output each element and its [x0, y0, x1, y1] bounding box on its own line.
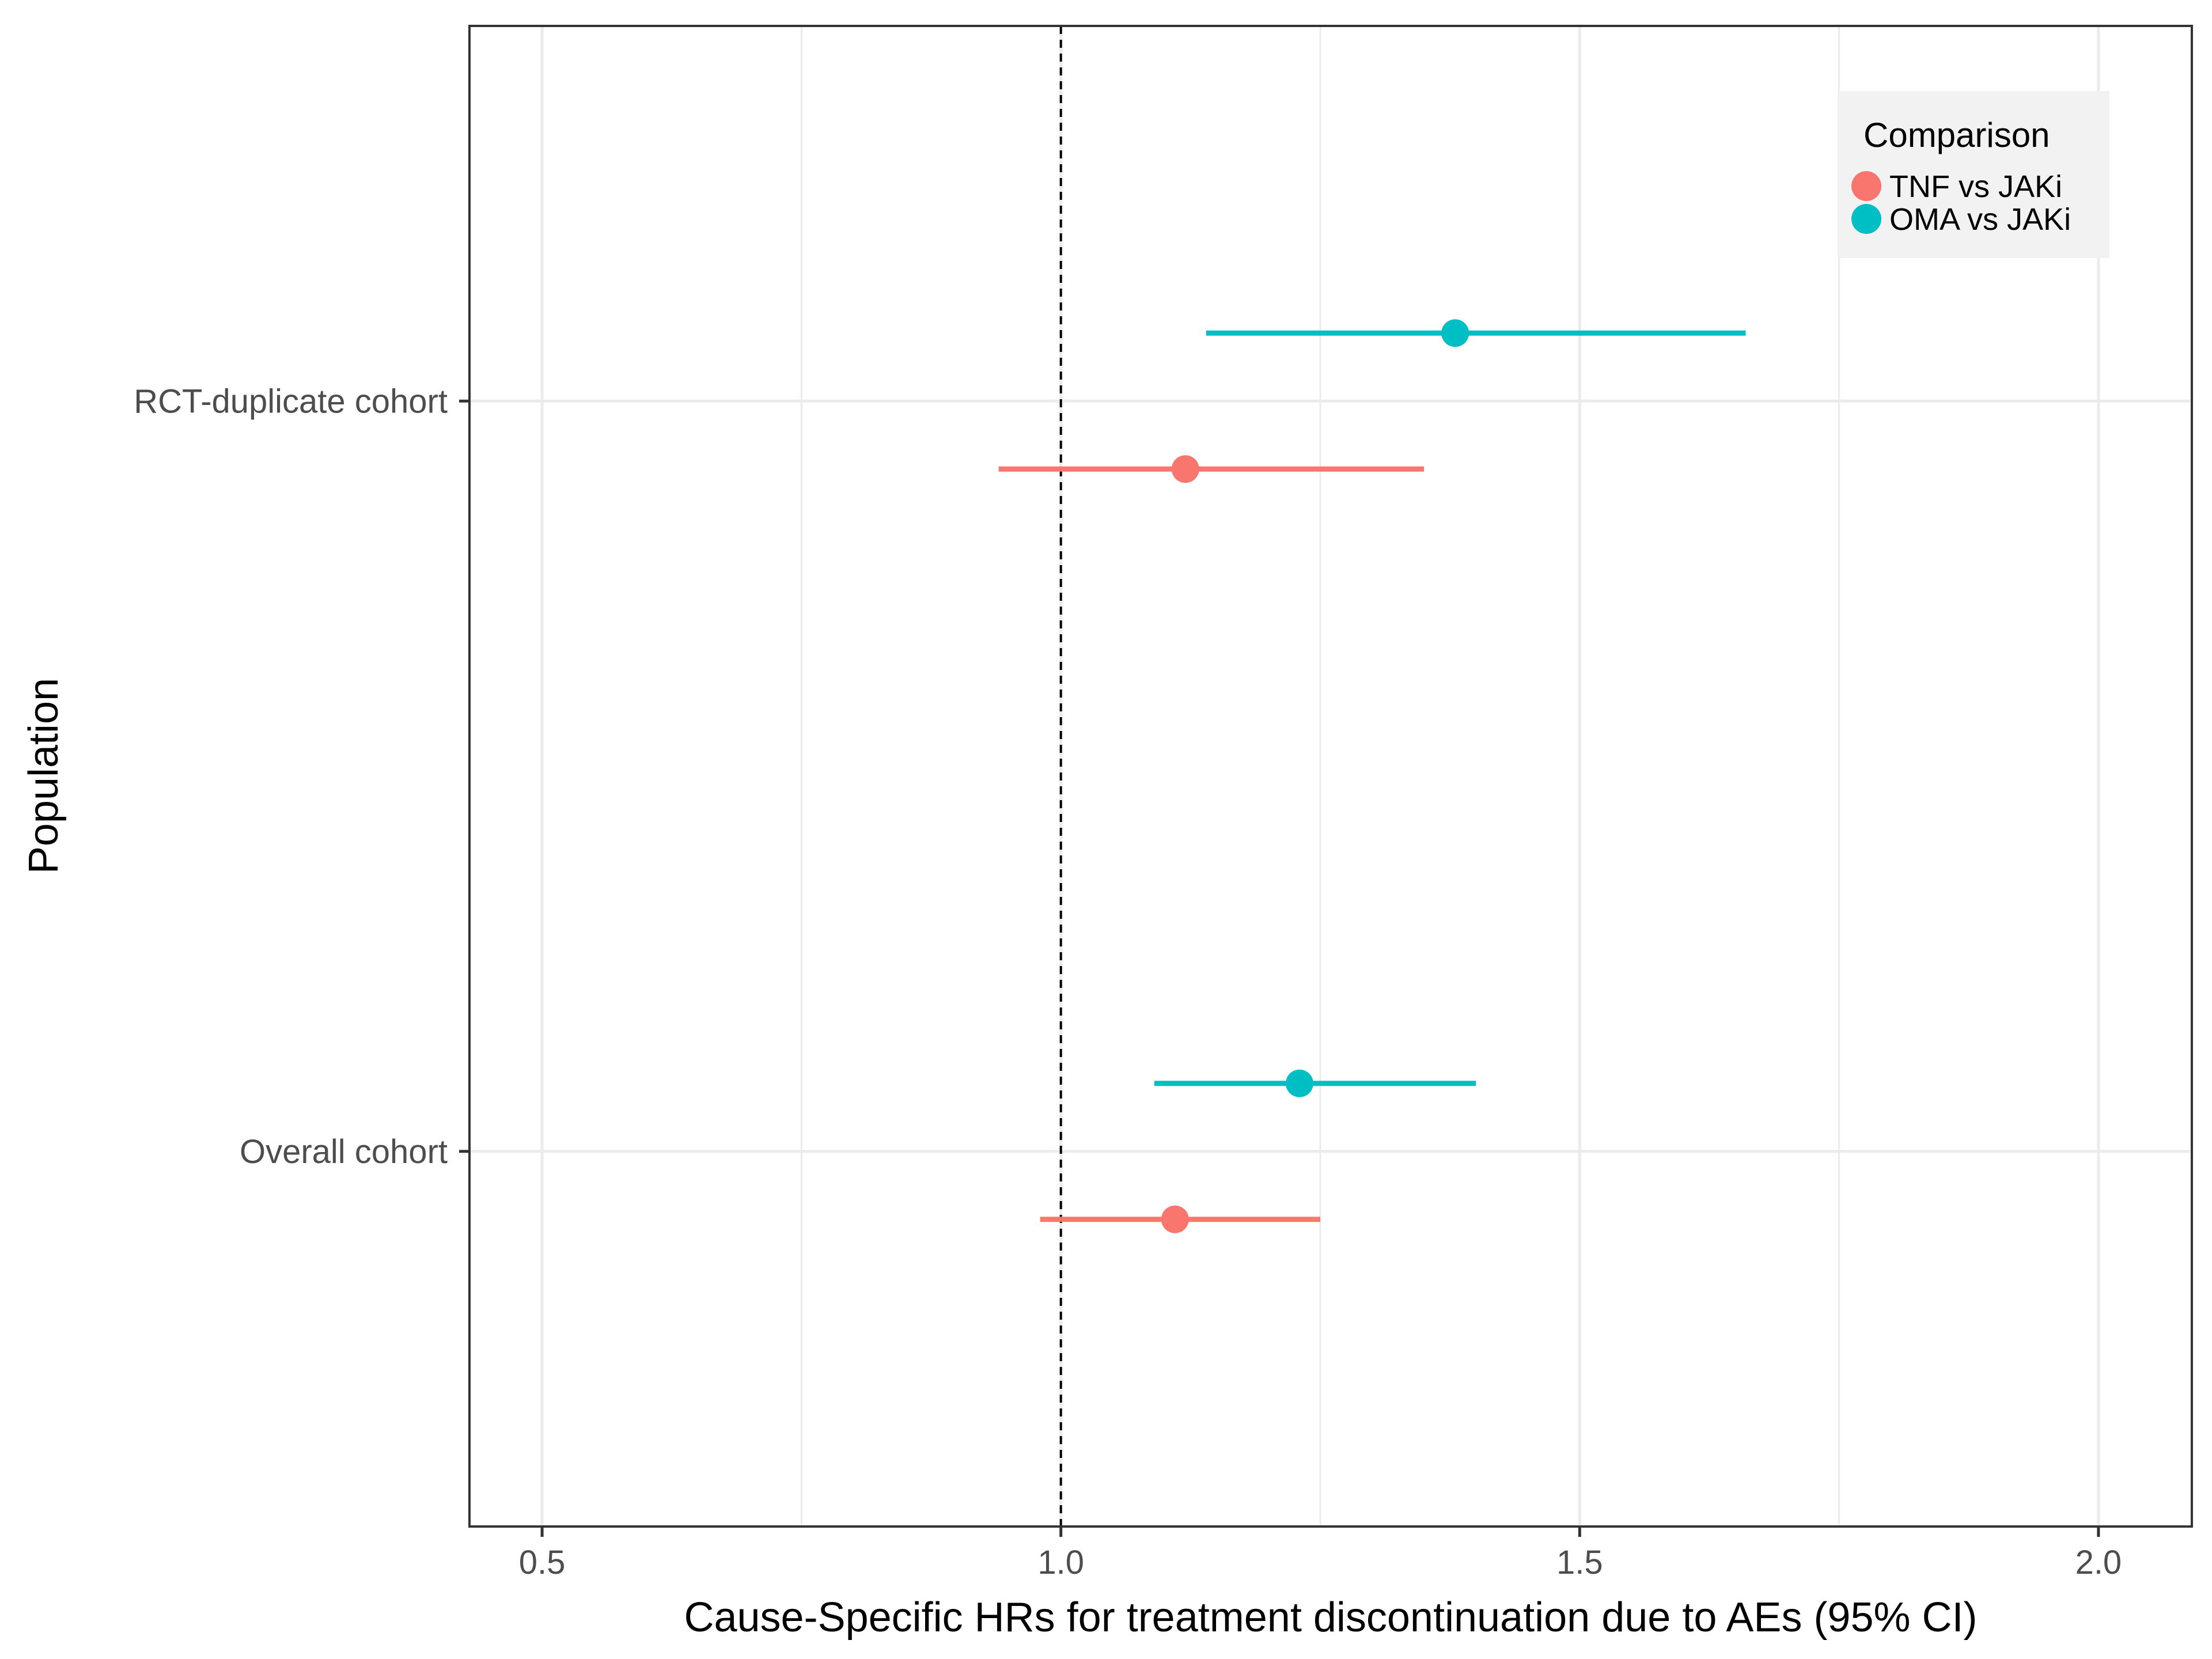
- panel-border: [468, 25, 2193, 1528]
- legend-background: [1838, 91, 2109, 258]
- y-tick-label: Overall cohort: [240, 1133, 448, 1171]
- point-estimate: [1161, 1205, 1189, 1233]
- point-estimate: [1441, 319, 1469, 347]
- x-tick-label: 1.5: [1556, 1544, 1603, 1581]
- x-tick-label: 1.0: [1037, 1544, 1084, 1581]
- y-tick-label: RCT-duplicate cohort: [134, 382, 448, 420]
- ci-mark: [1040, 1205, 1320, 1233]
- series-marks: [998, 319, 1746, 1233]
- legend-key: [1851, 171, 1881, 201]
- point-estimate: [1171, 455, 1199, 483]
- ci-mark: [1154, 1069, 1476, 1097]
- legend-label: TNF vs JAKi: [1889, 169, 2062, 204]
- x-tick-label: 2.0: [2075, 1544, 2122, 1581]
- panel-background: [469, 26, 2192, 1527]
- legend-label: OMA vs JAKi: [1889, 202, 2071, 237]
- y-axis-title: Population: [21, 678, 67, 874]
- legend-title: Comparison: [1863, 116, 2050, 154]
- legend-key: [1851, 204, 1881, 234]
- ci-mark: [998, 455, 1425, 483]
- grid-minor: [800, 26, 1840, 1527]
- x-tick-label: 0.5: [519, 1544, 566, 1581]
- x-axis-title: Cause-Specific HRs for treatment discont…: [684, 1594, 1977, 1641]
- point-estimate: [1285, 1069, 1313, 1097]
- x-axis: 0.5 1.0 1.5 2.0: [519, 1527, 2122, 1581]
- y-axis: Overall cohort RCT-duplicate cohort: [134, 382, 469, 1171]
- ci-mark: [1206, 319, 1746, 347]
